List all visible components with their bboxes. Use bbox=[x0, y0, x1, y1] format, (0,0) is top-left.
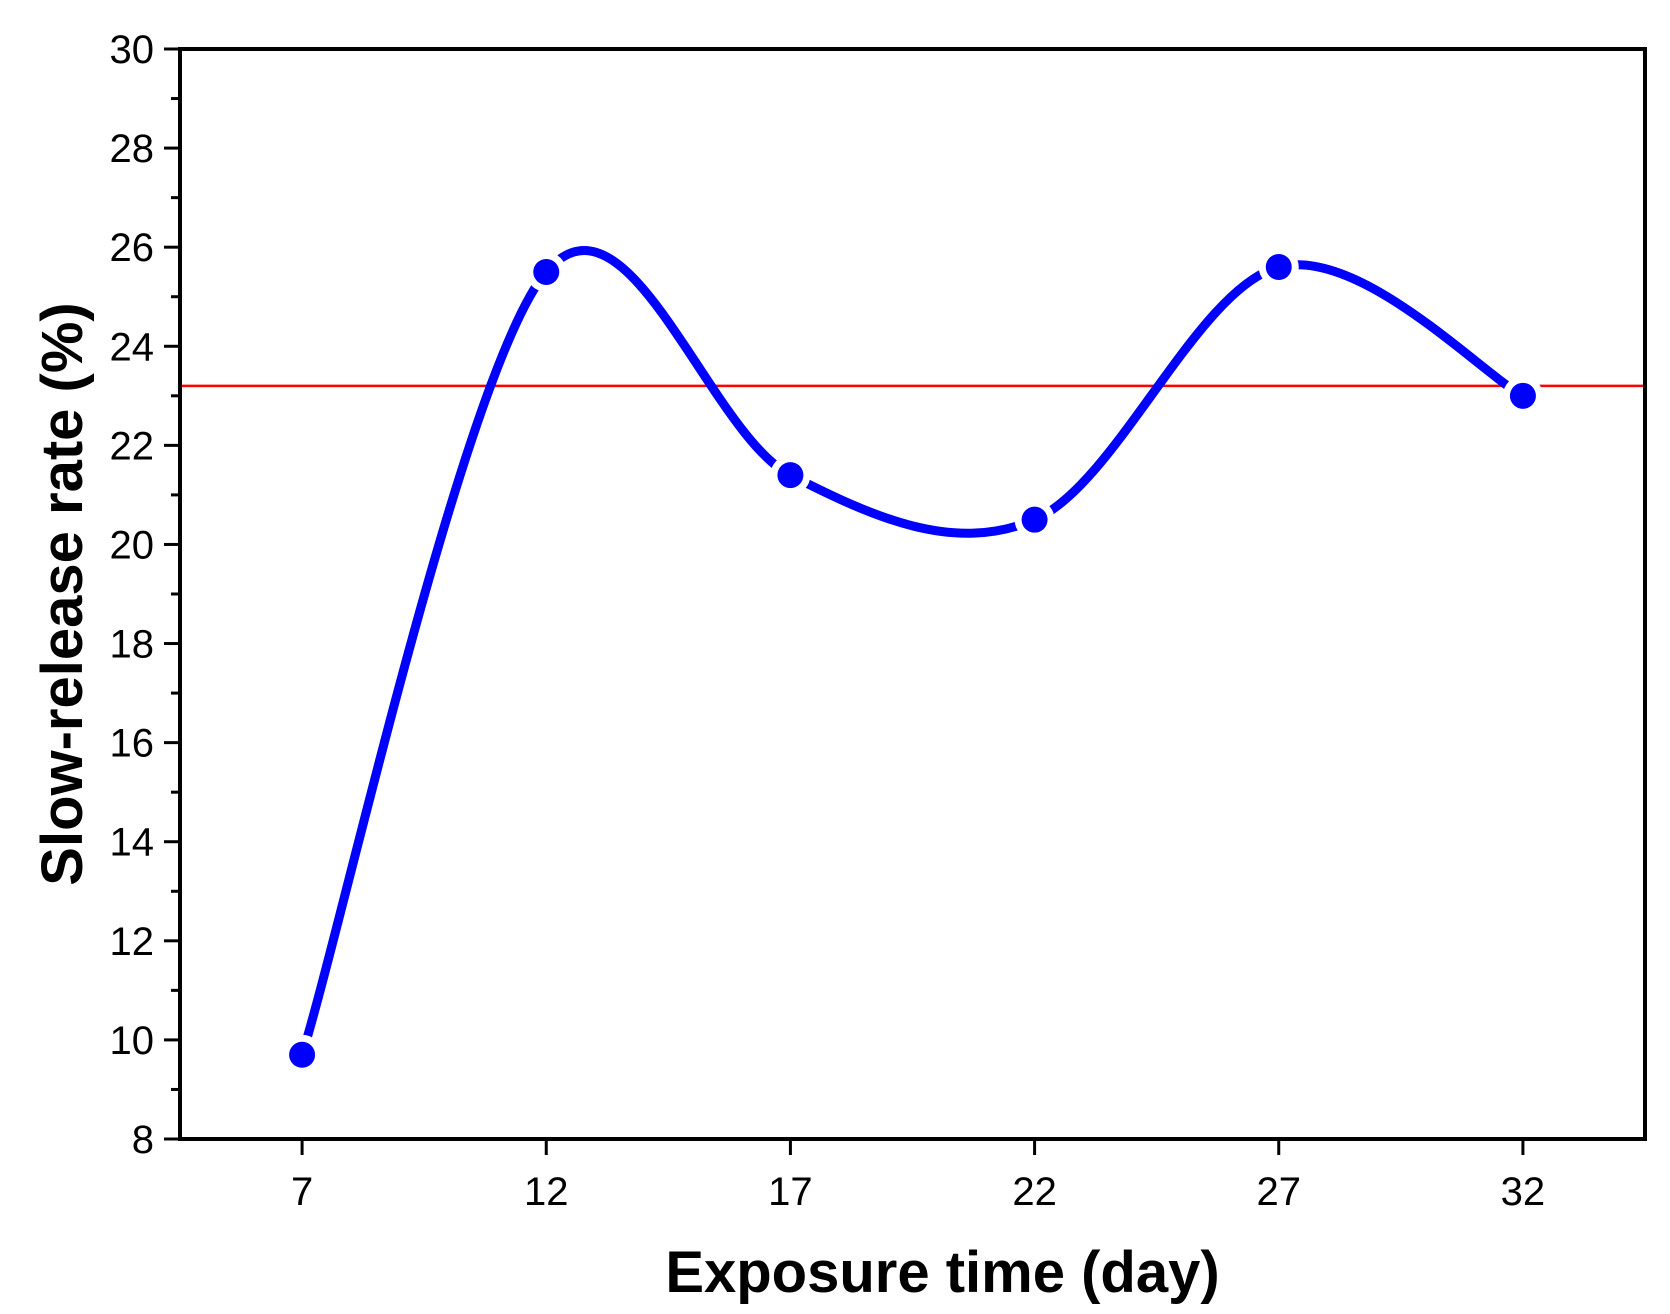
y-tick-label: 26 bbox=[110, 226, 155, 270]
y-tick-label: 12 bbox=[110, 920, 155, 964]
x-axis-title: Exposure time (day) bbox=[665, 1240, 1219, 1305]
y-tick-label: 16 bbox=[110, 722, 155, 766]
x-axis: 7 12 17 22 27 32 bbox=[291, 1139, 1545, 1214]
x-tick-label: 22 bbox=[1012, 1170, 1057, 1214]
x-tick-label: 17 bbox=[768, 1170, 813, 1214]
plot-area bbox=[178, 47, 1647, 1141]
x-tick-label: 12 bbox=[524, 1170, 569, 1214]
x-tick-label: 27 bbox=[1257, 1170, 1302, 1214]
x-tick-label: 7 bbox=[291, 1170, 313, 1214]
x-tick-label: 32 bbox=[1501, 1170, 1546, 1214]
data-point bbox=[1265, 254, 1292, 280]
data-point bbox=[1021, 506, 1048, 533]
data-point bbox=[289, 1041, 316, 1068]
y-tick-label: 28 bbox=[110, 127, 155, 171]
y-tick-label: 22 bbox=[110, 424, 155, 468]
data-point bbox=[1509, 382, 1536, 409]
y-tick-label: 24 bbox=[110, 325, 155, 369]
y-tick-label: 14 bbox=[110, 821, 155, 865]
y-axis: 8 10 12 14 16 18 20 22 24 26 28 30 bbox=[110, 28, 180, 1162]
y-tick-label: 20 bbox=[110, 523, 155, 567]
y-tick-label: 30 bbox=[110, 28, 155, 72]
y-tick-label: 8 bbox=[132, 1118, 154, 1162]
y-tick-label: 18 bbox=[110, 623, 155, 667]
data-point bbox=[533, 258, 560, 285]
y-tick-label: 10 bbox=[110, 1019, 155, 1063]
y-axis-title: Slow-release rate (%) bbox=[30, 302, 95, 885]
data-point bbox=[777, 462, 804, 489]
